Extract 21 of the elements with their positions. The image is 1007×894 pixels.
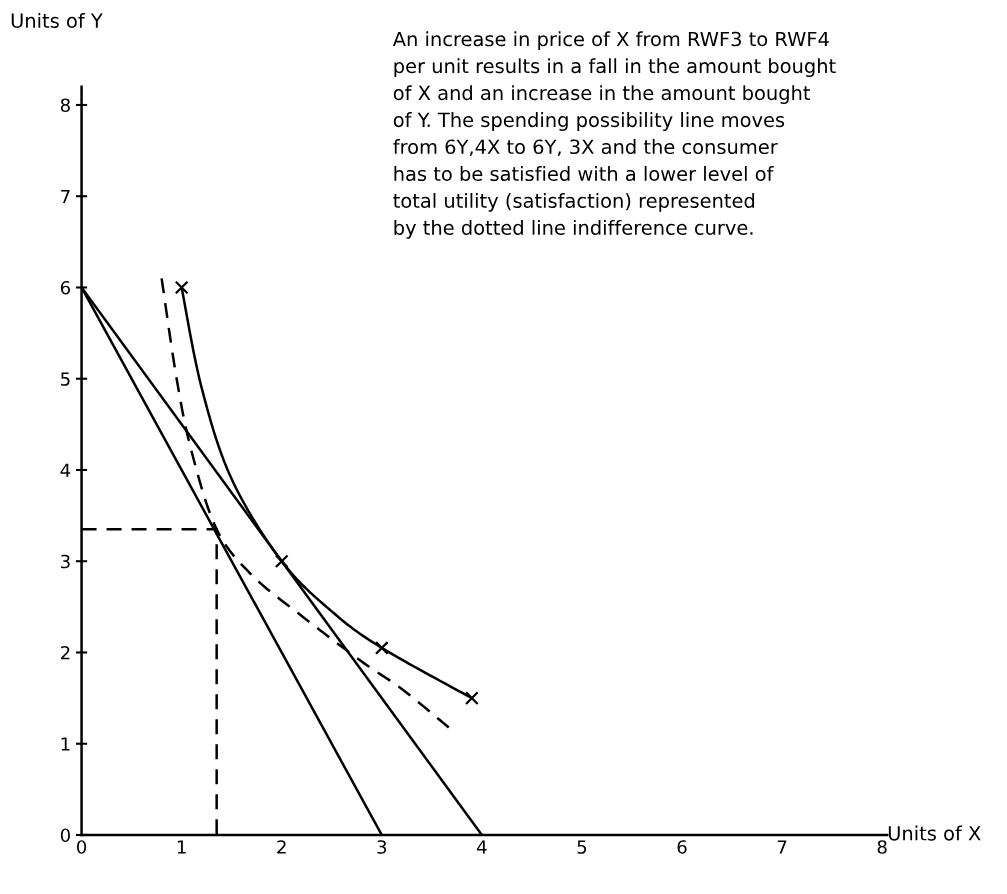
x-tick-label: 7 xyxy=(777,840,787,854)
y-tick-label: 3 xyxy=(61,554,70,569)
y-axis-title: Units of Y xyxy=(11,12,103,28)
x-tick-label: 5 xyxy=(577,840,587,854)
y-tick-label: 2 xyxy=(60,645,70,660)
y-tick-label: 5 xyxy=(61,372,70,386)
x-tick-label: 8 xyxy=(877,840,887,854)
x-tick-label: 6 xyxy=(677,840,687,854)
x-tick-label: 0 xyxy=(77,840,87,854)
x-tick-label: 4 xyxy=(477,840,487,854)
y-tick-label: 7 xyxy=(61,189,70,204)
x-axis-title: Units of X xyxy=(888,825,981,841)
annotation: An increase in price of X from RWF3 to RWF4 per unit results in a fall in the amount bought of X and an increase in the amount bought of Y. The spending possibility line moves from 6Y,4X to 6Y, 3X and the consumer has to be satisfied with a lower level of total utility (satisfaction) represented by the dotted line indifference curve. xyxy=(392,31,836,239)
y-tick-label: 0 xyxy=(60,828,70,843)
y-tick-label: 1 xyxy=(61,737,70,751)
x-tick-label: 3 xyxy=(377,840,387,854)
x-tick-label: 1 xyxy=(177,840,186,854)
x-tick-label: 2 xyxy=(277,840,286,854)
y-tick-label: 8 xyxy=(60,98,70,113)
y-tick-label: 6 xyxy=(60,280,71,295)
y-tick-label: 4 xyxy=(60,463,71,477)
